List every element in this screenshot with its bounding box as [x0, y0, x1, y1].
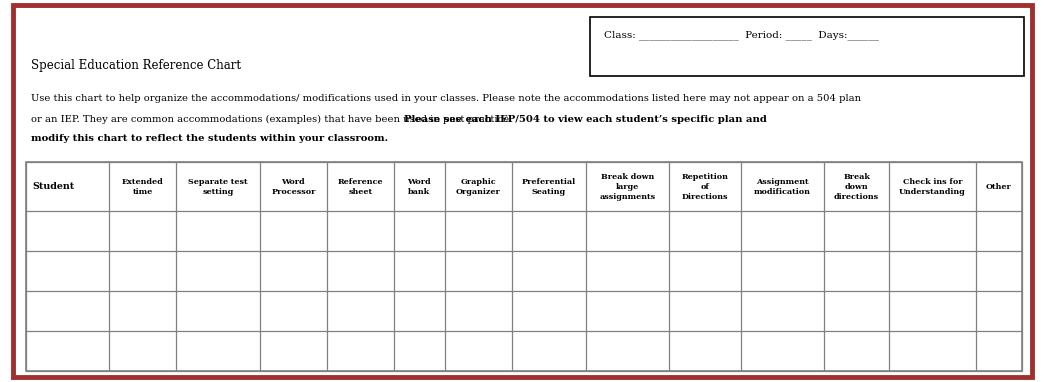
Text: Reference
sheet: Reference sheet — [338, 178, 384, 196]
Text: Word
bank: Word bank — [408, 178, 432, 196]
Text: Assignment
modification: Assignment modification — [754, 178, 811, 196]
Text: Please see each IEP/504 to view each student’s specific plan and: Please see each IEP/504 to view each stu… — [404, 115, 767, 124]
FancyBboxPatch shape — [590, 17, 1024, 76]
Text: Graphic
Organizer: Graphic Organizer — [456, 178, 501, 196]
Text: Word
Processor: Word Processor — [271, 178, 316, 196]
Text: Use this chart to help organize the accommodations/ modifications used in your c: Use this chart to help organize the acco… — [31, 94, 861, 103]
Text: Other: Other — [986, 183, 1012, 191]
Text: Class: ___________________  Period: _____  Days:______: Class: ___________________ Period: _____… — [604, 31, 879, 40]
Text: or an IEP. They are common accommodations (examples) that have been used in past: or an IEP. They are common accommodation… — [31, 115, 516, 124]
Text: Check ins for
Understanding: Check ins for Understanding — [899, 178, 966, 196]
Text: modify this chart to reflect the students within your classroom.: modify this chart to reflect the student… — [31, 134, 389, 144]
Text: Break
down
directions: Break down directions — [834, 173, 879, 201]
Text: Special Education Reference Chart: Special Education Reference Chart — [31, 59, 241, 72]
Text: Student: Student — [32, 182, 74, 191]
Text: Separate test
setting: Separate test setting — [188, 178, 248, 196]
Text: Break down
large
assignments: Break down large assignments — [600, 173, 655, 201]
Text: Extended
time: Extended time — [122, 178, 164, 196]
Text: Repetition
of
Directions: Repetition of Directions — [681, 173, 728, 201]
FancyBboxPatch shape — [26, 162, 1022, 371]
Text: Preferential
Seating: Preferential Seating — [521, 178, 576, 196]
FancyBboxPatch shape — [13, 5, 1032, 377]
